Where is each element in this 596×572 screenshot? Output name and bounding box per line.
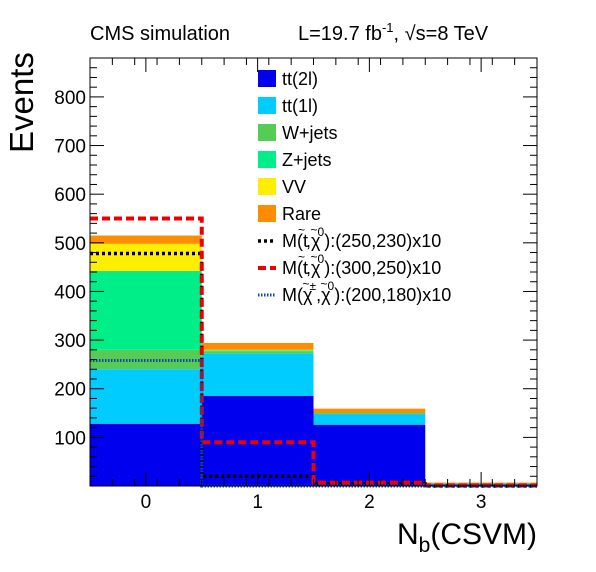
legend-swatch	[258, 151, 276, 168]
x-tick-label: 1	[252, 492, 263, 513]
legend-label: VV	[282, 177, 306, 197]
legend-swatch	[258, 97, 276, 114]
x-axis-title-main: N	[397, 518, 419, 551]
y-tick-label: 200	[54, 380, 86, 401]
legend-label: Rare	[282, 204, 321, 224]
chart-header-left: CMS simulation	[90, 23, 230, 45]
bar-rare-bin-2	[313, 408, 426, 414]
bar-tt-1l--bin-2	[313, 414, 426, 425]
y-tick-label: 600	[54, 185, 86, 206]
energy-text: s=8 TeV	[416, 23, 489, 45]
bar-z-jets-bin-0	[90, 271, 202, 350]
y-tick-label: 300	[54, 331, 86, 352]
legend-label: M(t~,χ~0):(250,230)x10	[282, 223, 441, 251]
legend-swatch	[258, 178, 276, 195]
y-tick-label: 500	[54, 234, 86, 255]
bar-w-jets-bin-1	[201, 351, 314, 354]
bar-rare-bin-1	[201, 343, 314, 350]
x-tick-label: 2	[364, 492, 375, 513]
legend-swatch	[258, 205, 276, 222]
legend-swatch	[258, 124, 276, 141]
legend-label: Z+jets	[282, 150, 332, 170]
bar-vv-bin-0	[90, 243, 202, 272]
legend-label: M(t~,χ~0):(300,250)x10	[282, 250, 441, 278]
legend: tt(2l)tt(1l)W+jetsZ+jetsVVRareM(t~,χ~0):…	[258, 69, 451, 305]
x-axis-title-rest: (CSVM)	[430, 518, 537, 551]
x-axis-title-sub: b	[419, 534, 431, 557]
x-axis-title: Nb(CSVM)	[397, 518, 537, 557]
bar-tt-1l--bin-0	[90, 369, 202, 424]
bar-tt-1l--bin-1	[201, 353, 314, 397]
legend-label: M(χ~±,χ~0):(200,180)x10	[282, 277, 451, 305]
legend-label: tt(1l)	[282, 96, 318, 116]
lumi-mid: ,	[394, 23, 405, 45]
y-axis-title: Events	[3, 52, 40, 153]
y-tick-label: 800	[54, 88, 86, 109]
signal-line-2	[90, 359, 537, 488]
bar-rare-bin-0	[90, 235, 202, 244]
x-tick-label: 0	[141, 492, 152, 513]
legend-swatch	[258, 70, 276, 87]
chart-header-right: L=19.7 fb-1, √s=8 TeV	[298, 20, 489, 45]
x-tick-label: 3	[476, 492, 487, 513]
bar-w-jets-bin-0	[90, 349, 202, 370]
sqrt-symbol: √	[405, 23, 416, 45]
y-tick-label: 100	[54, 428, 86, 449]
bar-z-jets-bin-1	[201, 350, 314, 352]
legend-label: tt(2l)	[282, 69, 318, 89]
y-tick-label: 400	[54, 282, 86, 303]
lumi-sup: -1	[382, 20, 394, 35]
lumi-prefix: L=19.7 fb	[298, 23, 382, 45]
y-tick-label: 700	[54, 137, 86, 158]
stacked-bars	[90, 235, 537, 486]
axes: 100 200 300 400 500 600 700 800 0 1 2 3	[54, 57, 538, 513]
legend-label: W+jets	[282, 123, 338, 143]
